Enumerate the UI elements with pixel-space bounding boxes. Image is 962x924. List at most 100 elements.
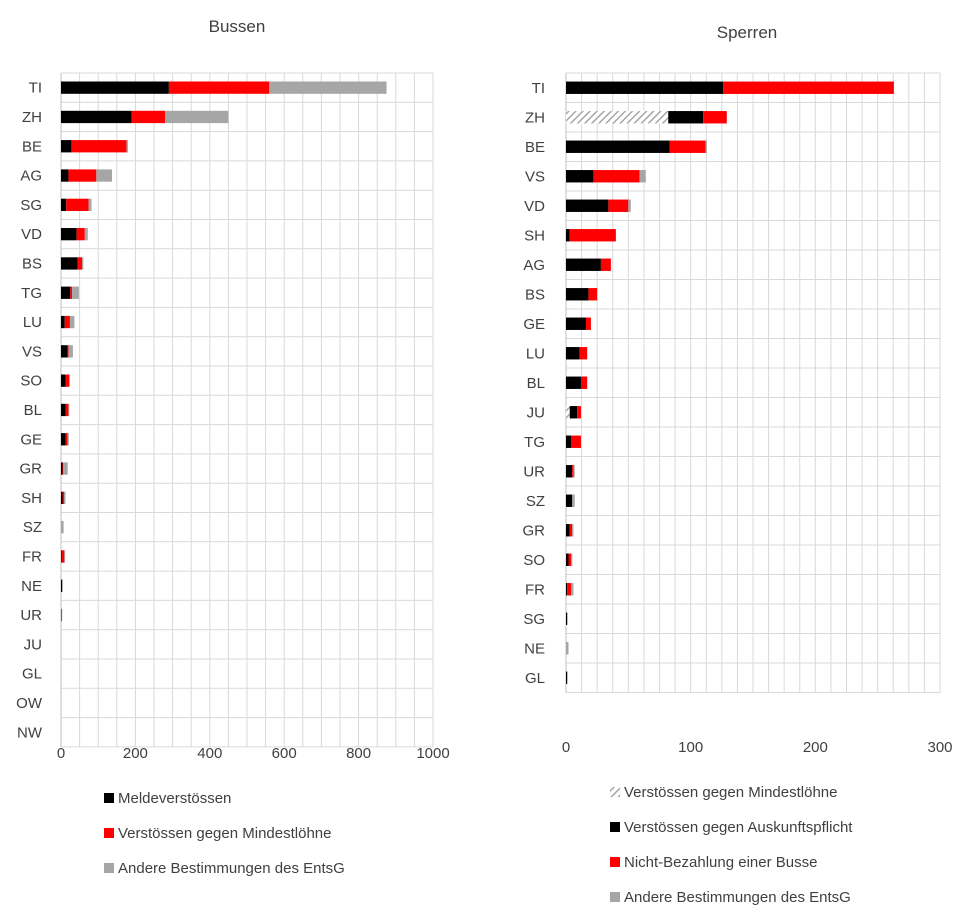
bar-vs-andere-bestimmungen-des-entsg	[68, 345, 73, 358]
category-label-ju: JU	[24, 636, 42, 653]
legend-swatch-andere-bestimmungen-des-entsg	[610, 892, 620, 902]
category-label-be: BE	[22, 138, 42, 155]
category-label-ne: NE	[524, 640, 545, 657]
bar-ag-nicht-bezahlung-einer-busse	[600, 258, 611, 271]
category-label-ur: UR	[20, 607, 42, 624]
legend-swatch-verstossen-gegen-mindestlohne	[610, 787, 620, 797]
legend-label-andere-bestimmungen-des-entsg: Andere Bestimmungen des EntsG	[118, 860, 345, 877]
sperren-chart: Sperren 0 100 200 300 TI ZH BE VS VD SH AG BS GE LU BL J…	[523, 23, 953, 906]
bar-ju-verstossen-gegen-auskunftspflicht	[569, 406, 578, 419]
bar-sz-verstossen-gegen-auskunftspflicht	[566, 494, 573, 507]
bar-gl-verstossen-gegen-auskunftspflicht	[566, 671, 568, 684]
bar-be-verstossen-gegen-mindestlohne	[71, 140, 127, 153]
bar-ti-meldeverstossen	[61, 81, 169, 94]
bar-bs-meldeverstossen	[61, 257, 78, 270]
bar-bl-verstossen-gegen-auskunftspflicht	[566, 376, 581, 389]
bar-tg-verstossen-gegen-mindestlohne	[70, 286, 73, 299]
bar-sg-verstossen-gegen-mindestlohne	[66, 198, 89, 212]
category-label-bs: BS	[525, 286, 545, 303]
category-label-so: SO	[523, 552, 545, 569]
bar-gr-andere-bestimmungen-des-entsg	[63, 462, 68, 475]
category-label-sz: SZ	[23, 519, 42, 536]
category-label-lu: LU	[23, 314, 42, 331]
legend-label-andere-bestimmungen-des-entsg: Andere Bestimmungen des EntsG	[624, 889, 851, 906]
legend-label-meldeverstossen: Meldeverstössen	[118, 790, 231, 807]
bar-vs-verstossen-gegen-mindestlohne	[67, 345, 69, 358]
bar-ge-nicht-bezahlung-einer-busse	[585, 317, 591, 330]
x-tick-label: 0	[57, 745, 65, 762]
chart-title: Sperren	[717, 23, 777, 42]
bar-so-andere-bestimmungen-des-entsg	[69, 374, 70, 387]
category-label-bl: BL	[24, 402, 42, 419]
category-label-ur: UR	[523, 463, 545, 480]
category-label-sg: SG	[20, 197, 42, 214]
bar-sh-andere-bestimmungen-des-entsg	[63, 491, 66, 505]
bar-gr-verstossen-gegen-mindestlohne	[62, 462, 64, 475]
bar-gr-nicht-bezahlung-einer-busse	[569, 524, 573, 537]
category-label-sh: SH	[21, 490, 42, 507]
bar-sg-meldeverstossen	[61, 198, 67, 212]
bar-so-verstossen-gegen-auskunftspflicht	[566, 553, 569, 566]
category-label-tg: TG	[21, 285, 42, 302]
bar-lu-andere-bestimmungen-des-entsg	[69, 315, 75, 329]
x-tick-label: 200	[803, 739, 828, 756]
bar-be-verstossen-gegen-auskunftspflicht	[566, 140, 670, 153]
bar-vd-nicht-bezahlung-einer-busse	[608, 199, 629, 212]
category-label-ow: OW	[16, 695, 43, 712]
bar-gr-andere-bestimmungen-des-entsg	[572, 524, 574, 537]
bar-tg-verstossen-gegen-auskunftspflicht	[566, 435, 571, 448]
bar-sh-nicht-bezahlung-einer-busse	[569, 229, 616, 242]
bar-fr-meldeverstossen	[61, 550, 62, 563]
x-tick-label: 600	[272, 745, 297, 762]
category-label-ag: AG	[523, 257, 545, 274]
category-label-sz: SZ	[526, 493, 545, 510]
bar-be-andere-bestimmungen-des-entsg	[126, 140, 128, 153]
bar-ti-nicht-bezahlung-einer-busse	[723, 81, 894, 94]
bar-vs-verstossen-gegen-auskunftspflicht	[566, 170, 594, 183]
bar-zh-nicht-bezahlung-einer-busse	[703, 111, 727, 124]
category-label-so: SO	[20, 373, 42, 390]
category-label-tg: TG	[524, 434, 545, 451]
legend-label-verstossen-gegen-mindestlohne: Verstössen gegen Mindestlöhne	[624, 784, 837, 801]
bar-ti-andere-bestimmungen-des-entsg	[269, 81, 387, 94]
x-tick-label: 800	[346, 745, 371, 762]
bar-sg-andere-bestimmungen-des-entsg	[88, 198, 92, 212]
bar-ge-meldeverstossen	[61, 433, 66, 446]
category-label-gl: GL	[525, 670, 545, 687]
category-label-vs: VS	[525, 168, 545, 185]
category-label-nw: NW	[17, 724, 43, 741]
bar-lu-meldeverstossen	[61, 315, 65, 329]
bar-vs-nicht-bezahlung-einer-busse	[593, 170, 640, 183]
category-label-vd: VD	[21, 226, 42, 243]
category-label-sg: SG	[523, 611, 545, 628]
bar-gr-meldeverstossen	[61, 462, 63, 475]
bar-ag-meldeverstossen	[61, 169, 69, 182]
bar-so-verstossen-gegen-mindestlohne	[65, 374, 70, 387]
bar-bl-andere-bestimmungen-des-entsg	[68, 403, 70, 417]
bar-ur-verstossen-gegen-auskunftspflicht	[566, 465, 573, 478]
bar-ti-verstossen-gegen-auskunftspflicht	[566, 81, 724, 94]
bar-tg-andere-bestimmungen-des-entsg	[72, 286, 79, 299]
bar-lu-nicht-bezahlung-einer-busse	[579, 347, 588, 360]
category-label-gl: GL	[22, 666, 42, 683]
bar-ur-nicht-bezahlung-einer-busse	[572, 465, 574, 478]
bar-sg-verstossen-gegen-auskunftspflicht	[566, 612, 568, 625]
bar-ne-andere-bestimmungen-des-entsg	[62, 579, 63, 592]
bar-bs-andere-bestimmungen-des-entsg	[82, 257, 84, 270]
bar-vd-meldeverstossen	[61, 227, 77, 241]
bar-be-nicht-bezahlung-einer-busse	[669, 140, 706, 153]
category-label-ti: TI	[532, 80, 545, 97]
bar-bs-verstossen-gegen-mindestlohne	[77, 257, 83, 270]
bar-fr-andere-bestimmungen-des-entsg	[64, 550, 66, 563]
bar-zh-andere-bestimmungen-des-entsg	[165, 110, 229, 124]
bar-vd-andere-bestimmungen-des-entsg	[628, 199, 631, 212]
category-label-ge: GE	[523, 316, 545, 333]
legend-swatch-andere-bestimmungen-des-entsg	[104, 863, 114, 873]
bar-bl-nicht-bezahlung-einer-busse	[580, 376, 588, 389]
legend-label-verstossen-gegen-auskunftspflicht: Verstössen gegen Auskunftspflicht	[624, 819, 853, 836]
category-label-gr: GR	[523, 522, 546, 539]
x-tick-label: 400	[197, 745, 222, 762]
bar-sz-andere-bestimmungen-des-entsg	[61, 520, 64, 534]
category-label-ti: TI	[29, 80, 42, 97]
bar-vs-andere-bestimmungen-des-entsg	[639, 170, 646, 183]
